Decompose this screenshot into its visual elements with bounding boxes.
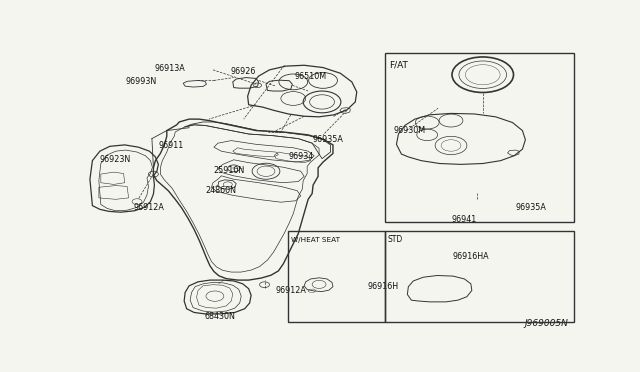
Text: 24860N: 24860N xyxy=(205,186,236,195)
Text: 68430N: 68430N xyxy=(205,312,236,321)
Bar xyxy=(385,53,573,222)
Text: 96912A: 96912A xyxy=(134,203,164,212)
Text: 96926: 96926 xyxy=(231,67,256,76)
Text: 96911: 96911 xyxy=(159,141,184,150)
Bar xyxy=(288,231,385,323)
Text: 96913A: 96913A xyxy=(155,64,186,73)
Text: 96930M: 96930M xyxy=(394,126,426,135)
Text: 96993N: 96993N xyxy=(125,77,157,86)
Text: 25910N: 25910N xyxy=(213,166,244,174)
Text: F/AT: F/AT xyxy=(389,60,408,69)
Text: 96916HA: 96916HA xyxy=(453,251,490,260)
Text: J969005N: J969005N xyxy=(525,320,568,328)
Text: 96935A: 96935A xyxy=(515,203,547,212)
Text: W/HEAT SEAT: W/HEAT SEAT xyxy=(291,237,340,243)
Text: 96934: 96934 xyxy=(288,152,314,161)
Text: STD: STD xyxy=(388,235,403,244)
Text: 96510M: 96510M xyxy=(294,72,326,81)
Text: 96916H: 96916H xyxy=(367,282,399,291)
Bar xyxy=(385,231,573,323)
Text: 96941: 96941 xyxy=(452,215,477,224)
Text: 96935A: 96935A xyxy=(312,135,343,144)
Text: 96912A: 96912A xyxy=(276,286,307,295)
Text: 96923N: 96923N xyxy=(100,155,131,164)
